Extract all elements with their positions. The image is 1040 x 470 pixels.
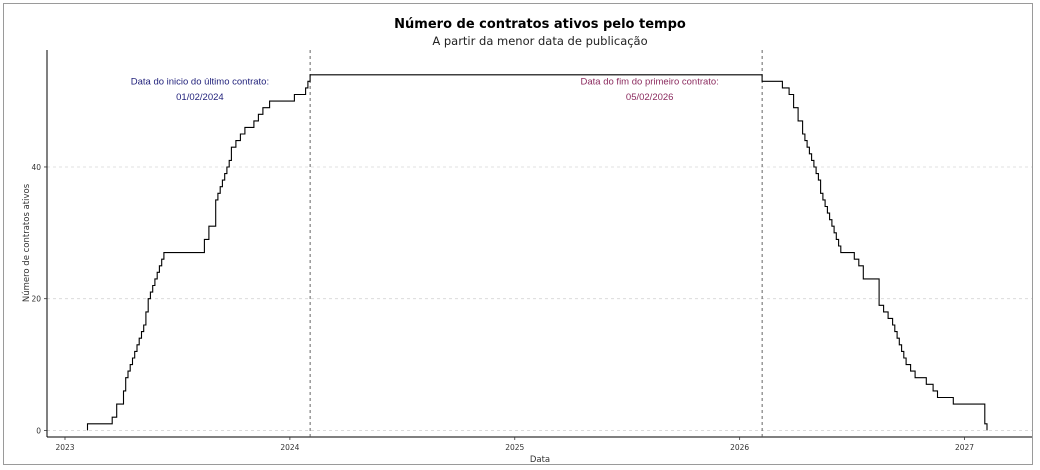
annotation-0: Data do inicio do último contrato: <box>131 77 269 88</box>
x-tick-label-3: 2026 <box>730 443 749 452</box>
y-tick-label-0: 0 <box>36 426 41 435</box>
annotation-2: Data do fim do primeiro contrato: <box>581 77 719 88</box>
y-axis-label: Número de contratos ativos <box>22 183 32 302</box>
annotation-1: 01/02/2024 <box>176 92 224 103</box>
reference-lines <box>309 50 763 437</box>
annotation-3: 05/02/2026 <box>626 92 674 103</box>
x-axis-label: Data <box>530 455 550 465</box>
x-tick-label-4: 2027 <box>955 443 974 452</box>
chart-subtitle: A partir da menor data de publicação <box>432 34 647 48</box>
y-tick-label-2: 40 <box>31 163 41 172</box>
y-tick-label-1: 20 <box>31 295 41 304</box>
axes <box>46 50 1032 438</box>
x-tick-label-2: 2025 <box>505 443 524 452</box>
x-tick-label-1: 2024 <box>280 443 299 452</box>
tick-labels: 0 20 40 2023 2024 2025 2026 2027 <box>31 163 974 452</box>
series-line-0 <box>86 74 988 431</box>
annotations: Data do inicio do último contrato: 01/02/… <box>131 77 719 103</box>
grid-lines <box>47 166 1032 431</box>
data-series <box>86 74 988 431</box>
chart-title: Número de contratos ativos pelo tempo <box>394 17 686 32</box>
x-tick-label-0: 2023 <box>55 443 74 452</box>
chart-frame <box>3 3 1033 465</box>
